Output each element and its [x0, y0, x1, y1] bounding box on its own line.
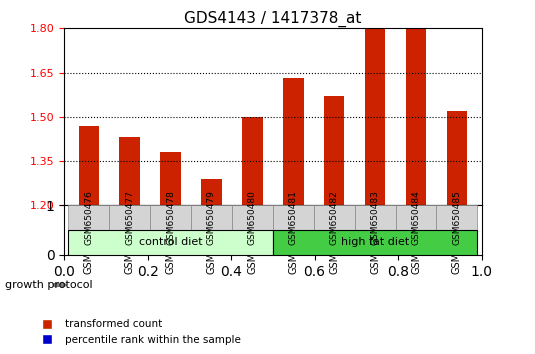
FancyBboxPatch shape: [437, 205, 477, 230]
FancyBboxPatch shape: [395, 205, 437, 230]
Text: control diet: control diet: [139, 238, 202, 247]
Bar: [447, 111, 467, 205]
Text: control diet: control diet: [139, 225, 202, 235]
Text: GSM650478: GSM650478: [166, 190, 175, 245]
Bar: [242, 117, 263, 205]
Text: GSM650485: GSM650485: [453, 190, 462, 245]
FancyBboxPatch shape: [68, 205, 109, 230]
FancyBboxPatch shape: [273, 230, 477, 255]
Bar: [283, 79, 303, 205]
FancyBboxPatch shape: [68, 205, 273, 255]
FancyBboxPatch shape: [273, 205, 314, 230]
Text: growth protocol: growth protocol: [5, 280, 93, 290]
Text: GSM650480: GSM650480: [248, 190, 257, 245]
Bar: [201, 179, 221, 205]
Bar: [365, 28, 385, 205]
FancyBboxPatch shape: [314, 205, 355, 230]
Text: high fat diet: high fat diet: [341, 225, 409, 235]
Text: GSM650484: GSM650484: [411, 190, 421, 245]
Text: GSM650476: GSM650476: [84, 190, 93, 245]
Bar: [119, 137, 140, 205]
Bar: [324, 96, 345, 205]
Title: GDS4143 / 1417378_at: GDS4143 / 1417378_at: [184, 11, 362, 27]
Text: GSM650479: GSM650479: [207, 190, 216, 245]
Text: GSM650481: GSM650481: [289, 190, 298, 245]
Bar: [79, 126, 99, 205]
FancyBboxPatch shape: [150, 205, 191, 230]
Bar: [160, 152, 181, 205]
FancyBboxPatch shape: [355, 205, 395, 230]
Text: GSM650477: GSM650477: [125, 190, 134, 245]
Text: GSM650483: GSM650483: [371, 190, 380, 245]
FancyBboxPatch shape: [109, 205, 150, 230]
Legend: transformed count, percentile rank within the sample: transformed count, percentile rank withi…: [32, 315, 246, 349]
FancyBboxPatch shape: [232, 205, 273, 230]
Bar: [406, 28, 426, 205]
Text: high fat diet: high fat diet: [341, 238, 409, 247]
FancyBboxPatch shape: [68, 230, 273, 255]
FancyBboxPatch shape: [273, 205, 477, 255]
FancyBboxPatch shape: [191, 205, 232, 230]
Text: GSM650482: GSM650482: [330, 190, 339, 245]
